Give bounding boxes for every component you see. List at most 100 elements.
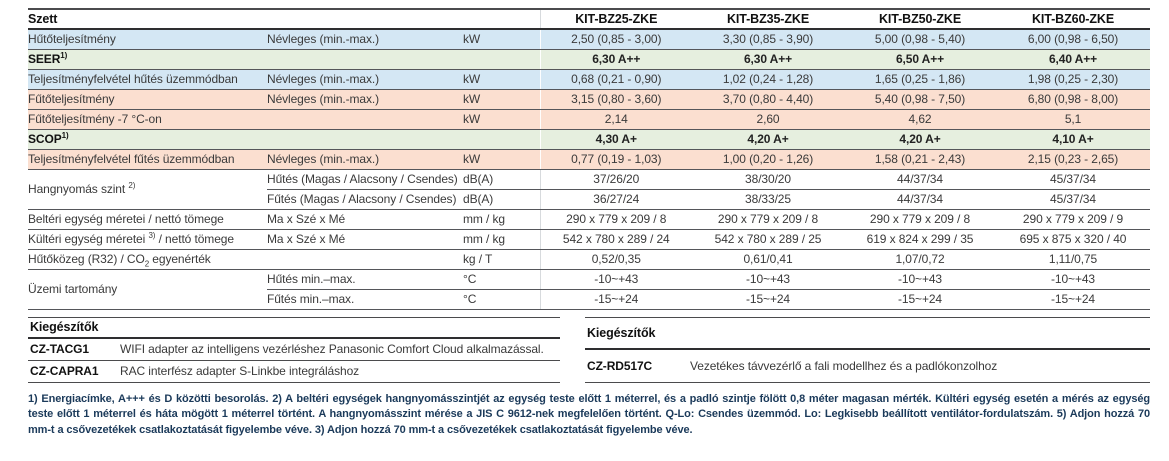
model-header-3: KIT-BZ50-ZKE (844, 9, 997, 30)
cell-value: 6,30 A++ (539, 49, 693, 70)
accessory-desc: Vezetékes távvezérlő a fali modellhez és… (690, 348, 1150, 383)
cell-unit: mm / kg (463, 229, 541, 250)
cell-value: 3,30 (0,85 - 3,90) (692, 29, 845, 50)
accessories-table-left: Kiegészítők CZ-TACG1 WIFI adapter az int… (28, 316, 560, 383)
row-cooling-capacity: Hűtőteljesítmény Névleges (min.-max.) kW… (28, 29, 1151, 50)
cell-label: Kültéri egység méretei 3) / nettó tömege (28, 229, 267, 250)
cell-value: 45/37/34 (996, 189, 1151, 210)
cell-value: 1,65 (0,25 - 1,86) (844, 69, 997, 90)
footnotes-text: 1) Energiacímke, A+++ és D közötti besor… (28, 392, 1150, 436)
row-heating-capacity: Fűtőteljesítmény Névleges (min.-max.) kW… (28, 89, 1151, 110)
cell-value: 290 x 779 x 209 / 8 (692, 209, 845, 230)
cell-value: 4,30 A+ (539, 129, 693, 150)
cell-label: Hangnyomás szint 2) (28, 169, 267, 210)
cell-sub: Ma x Szé x Mé (267, 209, 463, 230)
cell-sub (267, 109, 463, 130)
cell-unit: dB(A) (463, 169, 541, 190)
cell-value: 44/37/34 (844, 169, 997, 190)
cell-value: 6,80 (0,98 - 8,00) (996, 89, 1151, 110)
cell-value: 3,70 (0,80 - 4,40) (692, 89, 845, 110)
cell-value: -15~+24 (996, 289, 1151, 310)
model-header-1: KIT-BZ25-ZKE (539, 9, 693, 30)
cell-value: 1,11/0,75 (996, 249, 1151, 270)
cell-value: 38/33/25 (692, 189, 845, 210)
cell-value: -15~+24 (692, 289, 845, 310)
outdoor-label-pre: Kültéri egység méretei (28, 232, 149, 246)
cell-value: 6,40 A++ (996, 49, 1151, 70)
row-power-input-cooling: Teljesítményfelvétel hűtés üzemmódban Né… (28, 69, 1151, 90)
cell-sub: Ma x Szé x Mé (267, 229, 463, 250)
accessory-desc: RAC interfész adapter S-Linkbe integrálá… (120, 360, 560, 383)
cell-value: 1,58 (0,21 - 2,43) (844, 149, 997, 170)
row-outdoor-unit: Kültéri egység méretei 3) / nettó tömege… (28, 229, 1151, 250)
cell-value: 619 x 824 x 299 / 35 (844, 229, 997, 250)
cell-value: 0,68 (0,21 - 0,90) (539, 69, 693, 90)
refrigerant-label-pre: Hűtőközeg (R32) / CO (28, 252, 145, 266)
header-row: Szett KIT-BZ25-ZKE KIT-BZ35-ZKE KIT-BZ50… (28, 9, 1151, 30)
model-header-2: KIT-BZ35-ZKE (692, 9, 845, 30)
cell-value: 290 x 779 x 209 / 9 (996, 209, 1151, 230)
row-sound-pressure-cooling: Hangnyomás szint 2) Hűtés (Magas / Alacs… (28, 169, 1151, 210)
footnote-marker: 3) (148, 231, 156, 240)
outdoor-label-post: / nettó tömege (155, 232, 234, 246)
cell-label: Fűtőteljesítmény -7 °C-on (28, 109, 267, 130)
cell-value: 290 x 779 x 209 / 8 (844, 209, 997, 230)
cell-value: 4,62 (844, 109, 997, 130)
cell-label: Hűtőközeg (R32) / CO2 egyenérték (28, 249, 463, 270)
accessory-desc: WIFI adapter az intelligens vezérléshez … (120, 338, 560, 361)
cell-value: 38/30/20 (692, 169, 845, 190)
row-operating-range-cooling: Üzemi tartomány Hűtés min.–max. °C -10~+… (28, 269, 1151, 310)
accessories-section: Kiegészítők CZ-TACG1 WIFI adapter az int… (28, 316, 1150, 383)
spec-table: Szett KIT-BZ25-ZKE KIT-BZ35-ZKE KIT-BZ50… (28, 8, 1151, 310)
cell-value: 45/37/34 (996, 169, 1151, 190)
accessory-row: CZ-RD517C Vezetékes távvezérlő a fali mo… (585, 348, 1150, 383)
accessories-title: Kiegészítők (585, 317, 1150, 350)
cell-value: -15~+24 (539, 289, 693, 310)
cell-unit: kW (463, 89, 541, 110)
cell-unit: kW (463, 69, 541, 90)
seer-label: SEER (28, 52, 61, 66)
cell-value: -10~+43 (844, 269, 997, 290)
cell-unit: °C (463, 269, 541, 290)
cell-label: Beltéri egység méretei / nettó tömege (28, 209, 267, 230)
cell-value: 5,00 (0,98 - 5,40) (844, 29, 997, 50)
cell-label: Fűtőteljesítmény (28, 89, 267, 110)
model-header-4: KIT-BZ60-ZKE (996, 9, 1151, 30)
content-area: Szett KIT-BZ25-ZKE KIT-BZ35-ZKE KIT-BZ50… (28, 8, 1150, 438)
cell-value: 2,14 (539, 109, 693, 130)
accessories-header-row: Kiegészítők (28, 317, 560, 339)
cell-value: 0,77 (0,19 - 1,03) (539, 149, 693, 170)
accessories-table-right: Kiegészítők CZ-RD517C Vezetékes távvezér… (585, 316, 1150, 383)
row-heating-capacity-minus7: Fűtőteljesítmény -7 °C-on kW 2,14 2,60 4… (28, 109, 1151, 130)
cell-unit: °C (463, 289, 541, 310)
accessory-row: CZ-TACG1 WIFI adapter az intelligens vez… (28, 338, 560, 361)
cell-label: Teljesítményfelvétel fűtés üzemmódban (28, 149, 267, 170)
cell-sub: Fűtés (Magas / Alacsony / Csendes) (267, 189, 463, 210)
cell-value: 0,52/0,35 (539, 249, 693, 270)
cell-value: 542 x 780 x 289 / 24 (539, 229, 693, 250)
cell-sub: Hűtés min.–max. (267, 269, 463, 290)
cell-sub: Névleges (min.-max.) (267, 69, 463, 90)
cell-value: 2,50 (0,85 - 3,00) (539, 29, 693, 50)
cell-unit: mm / kg (463, 209, 541, 230)
cell-value: 2,60 (692, 109, 845, 130)
cell-value: 1,00 (0,20 - 1,26) (692, 149, 845, 170)
cell-value: -10~+43 (692, 269, 845, 290)
cell-value: 1,02 (0,24 - 1,28) (692, 69, 845, 90)
cell-unit: kg / T (463, 249, 541, 270)
footnote-marker: 1) (60, 51, 68, 60)
corner-header: Szett (28, 9, 541, 30)
cell-value: 6,50 A++ (844, 49, 997, 70)
refrigerant-label-post: egyenérték (149, 252, 211, 266)
cell-sub: Fűtés min.–max. (267, 289, 463, 310)
accessories-title: Kiegészítők (28, 317, 560, 339)
cell-sub: Névleges (min.-max.) (267, 149, 463, 170)
cell-value: -10~+43 (996, 269, 1151, 290)
cell-sub: Hűtés (Magas / Alacsony / Csendes) (267, 169, 463, 190)
footnote-marker: 2) (128, 181, 136, 190)
cell-label: Hűtőteljesítmény (28, 29, 267, 50)
row-seer: SEER1) 6,30 A++ 6,30 A++ 6,50 A++ 6,40 A… (28, 49, 1151, 70)
cell-value: 695 x 875 x 320 / 40 (996, 229, 1151, 250)
cell-value: 36/27/24 (539, 189, 693, 210)
